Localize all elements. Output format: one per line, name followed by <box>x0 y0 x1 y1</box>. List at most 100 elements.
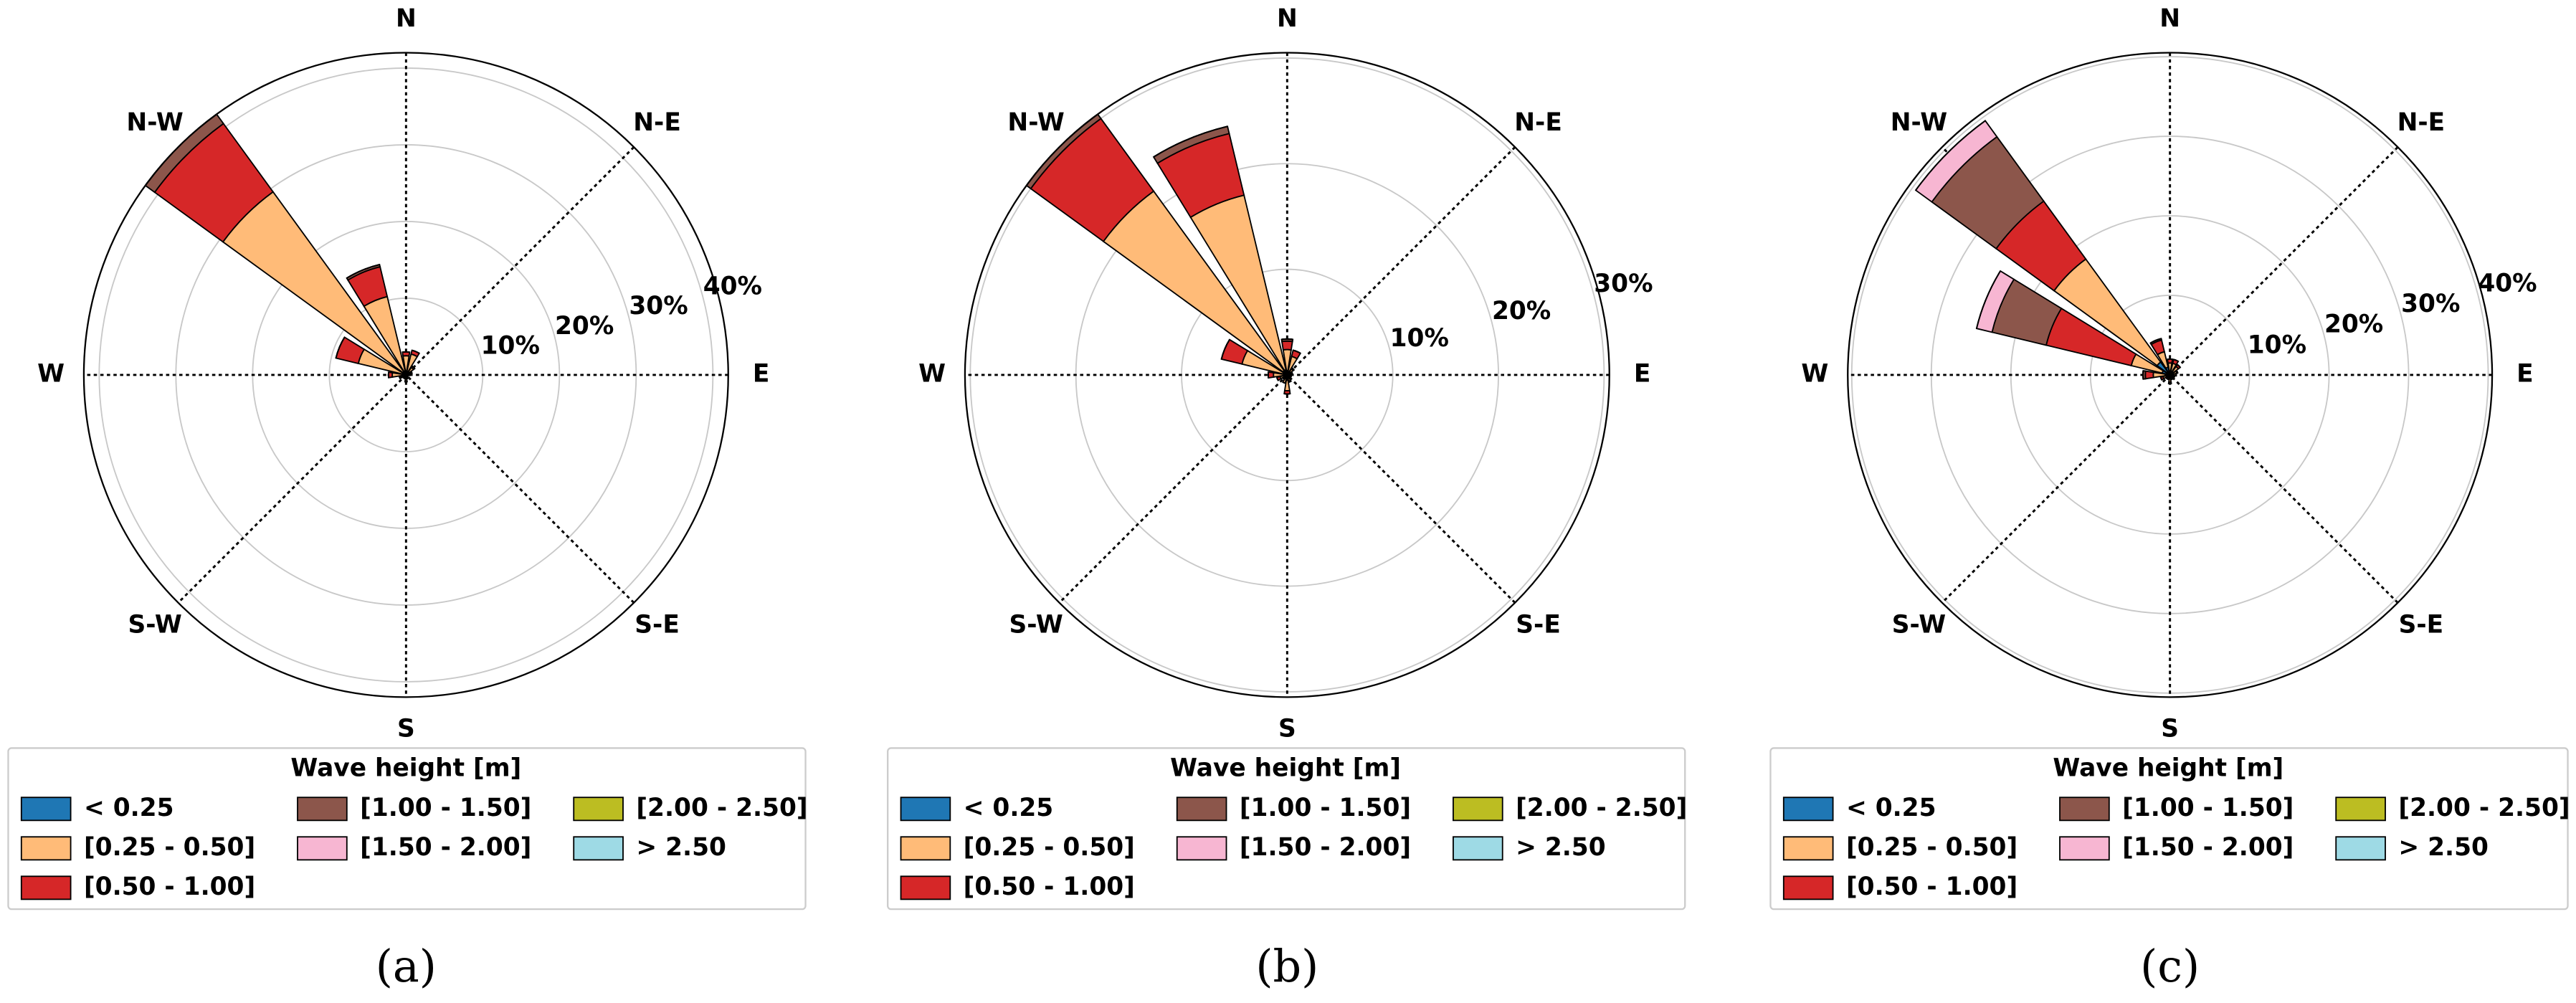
legend-swatch <box>900 836 951 861</box>
r-tick-label: 20% <box>555 312 614 341</box>
rose-segment <box>1976 270 2001 329</box>
direction-label: S <box>1278 715 1296 743</box>
legend-title: Wave height [m] <box>1170 754 1401 783</box>
legend-swatch <box>900 797 951 822</box>
legend-label: [2.00 - 2.50] <box>2398 794 2570 822</box>
direction-label: E <box>2516 359 2533 388</box>
rose-segment <box>2149 338 2162 344</box>
r-tick-label: 10% <box>2248 331 2306 359</box>
legend-label: > 2.50 <box>636 833 726 862</box>
r-tick-label: 30% <box>629 292 688 320</box>
legend-label: [1.50 - 2.00] <box>360 833 531 862</box>
direction-label: N-W <box>1007 108 1064 137</box>
legend-swatch <box>1782 797 1834 822</box>
legend-title: Wave height [m] <box>2053 754 2283 783</box>
legend-swatch <box>1176 797 1227 822</box>
r-tick-label: 20% <box>2324 310 2383 339</box>
legend-label: [0.25 - 0.50] <box>84 833 255 862</box>
direction-label: S <box>2161 715 2179 743</box>
legend-label: [1.00 - 1.50] <box>2122 794 2294 822</box>
direction-label: W <box>1801 359 1828 388</box>
rose-segment <box>2177 363 2181 369</box>
direction-label: S-E <box>2399 611 2444 640</box>
direction-label: S-W <box>128 611 181 640</box>
rose-segment <box>1220 339 1230 360</box>
legend-label: < 0.25 <box>964 794 1054 822</box>
legend-swatch <box>900 875 951 900</box>
legend-label: [0.50 - 1.00] <box>964 873 1135 901</box>
legend-swatch <box>1176 836 1227 861</box>
rose-segment <box>1288 380 1292 383</box>
r-tick-label: 30% <box>2401 290 2460 318</box>
rose-segment <box>1291 371 1293 374</box>
legend-label: [1.00 - 1.50] <box>1240 794 1411 822</box>
legend-label: [0.25 - 0.50] <box>1846 833 2017 862</box>
rose-segment <box>1267 371 1275 379</box>
direction-label: S-E <box>635 611 680 640</box>
legend-swatch <box>573 797 624 822</box>
rose-segment <box>1291 367 1295 371</box>
direction-label: S-W <box>1009 611 1063 640</box>
direction-label: E <box>753 359 769 388</box>
direction-label: N <box>2159 4 2180 33</box>
r-tick-label: 20% <box>1492 297 1551 325</box>
legend-label: < 0.25 <box>84 794 174 822</box>
legend-swatch <box>2335 836 2386 861</box>
legend-box <box>1769 747 2569 911</box>
direction-label: S-E <box>1516 611 1561 640</box>
legend-label: > 2.50 <box>1516 833 1606 862</box>
rose-segment <box>1281 338 1293 341</box>
legend-swatch <box>2059 836 2110 861</box>
direction-label: N <box>396 4 417 33</box>
rose-segment <box>1026 113 1098 186</box>
r-tick-label: 30% <box>1594 270 1653 298</box>
legend-label: [0.25 - 0.50] <box>964 833 1135 862</box>
direction-label: E <box>1634 359 1650 388</box>
legend-title: Wave height [m] <box>290 754 521 783</box>
direction-label: W <box>918 359 946 388</box>
legend-label: [1.00 - 1.50] <box>360 794 531 822</box>
direction-label: S-W <box>1892 611 1946 640</box>
direction-label: N <box>1277 4 1298 33</box>
legend-label: [1.50 - 2.00] <box>2122 833 2294 862</box>
rose-segment <box>412 349 420 354</box>
direction-line <box>1941 146 2399 604</box>
rose-segment <box>145 113 217 186</box>
caption: (c) <box>2140 941 2200 992</box>
legend-label: [0.50 - 1.00] <box>1846 873 2017 901</box>
rose-segment <box>2144 370 2154 380</box>
r-tick-label: 10% <box>481 331 540 360</box>
legend-swatch <box>1782 875 1834 900</box>
direction-label: N-W <box>126 108 183 137</box>
r-tick-label: 40% <box>2478 269 2537 298</box>
legend-label: < 0.25 <box>1846 794 1936 822</box>
legend-swatch <box>2335 797 2386 822</box>
caption: (b) <box>1255 941 1318 992</box>
legend-label: [1.50 - 2.00] <box>1240 833 1411 862</box>
direction-label: W <box>37 359 65 388</box>
direction-label: N-E <box>1514 108 1562 137</box>
legend-label: > 2.50 <box>2398 833 2489 862</box>
legend-swatch <box>1453 797 1503 822</box>
legend-swatch <box>297 797 348 822</box>
legend-label: [2.00 - 2.50] <box>636 794 807 822</box>
rose-segment <box>1293 349 1301 354</box>
legend-box <box>887 747 1686 911</box>
legend-swatch <box>20 836 72 861</box>
legend-label: [0.50 - 1.00] <box>84 873 255 901</box>
legend-box <box>7 747 807 911</box>
legend-swatch <box>20 875 72 900</box>
legend-swatch <box>1453 836 1503 861</box>
rose-segment <box>399 376 401 379</box>
direction-line <box>1941 146 2399 604</box>
r-tick-label: 40% <box>703 272 762 300</box>
direction-label: N-W <box>1891 108 1947 137</box>
legend-swatch <box>20 797 72 822</box>
r-tick-label: 10% <box>1390 324 1449 353</box>
caption: (a) <box>376 941 437 992</box>
legend-label: [2.00 - 2.50] <box>1516 794 1687 822</box>
legend-swatch <box>297 836 348 861</box>
direction-label: N-E <box>2397 108 2446 137</box>
